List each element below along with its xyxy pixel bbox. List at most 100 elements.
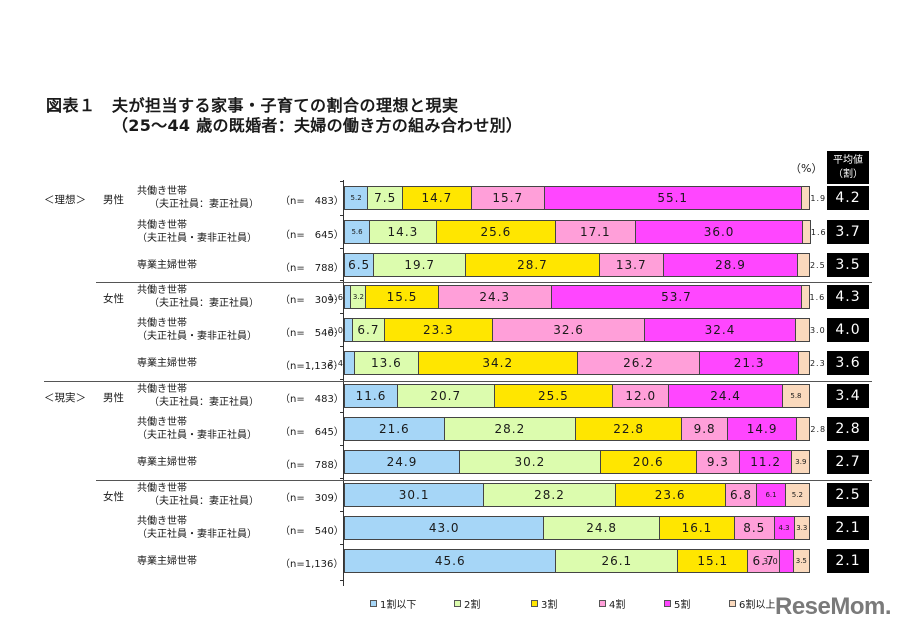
- stacked-bar: 21.6 28.2 22.8 9.8 14.9 2.8: [344, 417, 825, 441]
- bar-segment-3: 28.7: [466, 253, 600, 277]
- bar-segment-6: 5.2: [785, 483, 810, 507]
- row-category-label: 共働き世帯 （夫正社員・妻非正社員）: [137, 219, 257, 245]
- bar-segment-4: 13.7: [599, 253, 664, 277]
- row-category-label: 共働き世帯 （夫正社員・妻非正社員）: [137, 515, 257, 541]
- legend-swatch-icon: [370, 600, 377, 607]
- bar-segment-5: 32.4: [645, 318, 796, 342]
- segment-value-label: 24.3: [479, 290, 511, 304]
- bar-segment-4: 15.7: [471, 186, 545, 210]
- section-label-ideal: ＜理想＞: [44, 194, 86, 206]
- average-value-box: 2.1: [827, 549, 869, 573]
- segment-value-label: 19.7: [404, 258, 436, 272]
- segment-value-label: 28.9: [715, 258, 746, 272]
- stacked-bar: 2.4 13.6 34.2 26.2 21.3 2.3: [328, 351, 825, 375]
- stacked-bar: 24.9 30.2 20.6 9.3 11.2 3.9: [344, 450, 811, 474]
- axis-tick: [340, 248, 344, 249]
- category-line1: 共働き世帯: [137, 318, 187, 329]
- segment-value-label: 11.6: [355, 389, 387, 403]
- segment-value-label: 24.9: [386, 455, 418, 469]
- bar-segment-4: 9.8: [682, 417, 728, 441]
- segment-value-label: 7.5: [374, 191, 397, 205]
- bar-segment-6: 5.8: [782, 384, 810, 408]
- legend-label: 6割以上: [739, 600, 776, 611]
- bar-segment-6: 1.6: [802, 285, 824, 309]
- segment-value-label: 2.8: [810, 424, 827, 434]
- row-category-label: 専業主婦世帯: [137, 259, 197, 272]
- segment-value-label: 2.3: [809, 358, 826, 368]
- bar-segment-1: 5.2: [344, 186, 369, 210]
- average-value-box: 3.7: [827, 220, 869, 244]
- average-value-box: 3.4: [827, 384, 869, 408]
- divider-section: [44, 381, 872, 382]
- stacked-bar: 30.1 28.2 23.6 6.8 6.1 5.2: [344, 483, 810, 507]
- y-axis-line: [343, 180, 344, 586]
- segment-value-label: 25.6: [480, 225, 512, 239]
- stacked-bar: 45.6 26.1 15.1 6.7 3.0 3.5: [344, 549, 810, 573]
- bar-segment-6: 3.3: [794, 516, 810, 540]
- row-category-label: 共働き世帯 （夫正社員・妻非正社員）: [137, 317, 257, 343]
- legend-item-1: 1割以下: [370, 596, 454, 611]
- legend-swatch-icon: [664, 600, 671, 607]
- legend: 1割以下 2割 3割 4割 5割 6割以上: [370, 596, 775, 611]
- category-line2: （夫正社員：妻正社員）: [149, 298, 259, 309]
- category-line1: 共働き世帯: [137, 483, 187, 494]
- average-value-box: 2.7: [827, 450, 869, 474]
- bar-segment-3: 22.8: [576, 417, 683, 441]
- chart-title: 図表１ 夫が担当する家事・子育ての割合の理想と現実: [46, 92, 459, 116]
- segment-value-label: 3.5: [795, 557, 807, 565]
- bar-segment-5: 14.9: [727, 417, 798, 441]
- bar-segment-4: 6.8: [725, 483, 758, 507]
- bar-segment-5: 4.3: [774, 516, 795, 540]
- segment-value-label: 28.2: [534, 488, 565, 502]
- gender-label-ideal-female: 女性: [103, 293, 124, 305]
- bar-segment-4: 6.7: [748, 549, 780, 573]
- bar-segment-6: 2.8: [797, 417, 825, 441]
- segment-value-label: 26.2: [623, 356, 654, 370]
- axis-tick: [340, 412, 344, 413]
- bar-segment-3: 23.6: [615, 483, 726, 507]
- segment-value-label: 24.8: [586, 521, 618, 535]
- segment-value-label: 45.6: [434, 554, 466, 568]
- divider-reality-gender: [96, 480, 872, 481]
- segment-value-label: 43.0: [428, 521, 460, 535]
- segment-value-label: 23.6: [654, 488, 686, 502]
- sample-size-label: （n= 645）: [280, 230, 344, 241]
- average-column-header: 平均値 （割）: [827, 151, 869, 184]
- category-line1: 共働き世帯: [137, 285, 187, 296]
- bar-segment-5: 24.4: [669, 384, 783, 408]
- bar-segment-3: 20.6: [600, 450, 697, 474]
- bar-segment-3: 25.5: [494, 384, 614, 408]
- sample-size-label: （n= 309）: [280, 493, 344, 504]
- chart-subtitle: （25～44 歳の既婚者：夫婦の働き方の組み合わせ別）: [112, 116, 523, 135]
- category-line1: 共働き世帯: [137, 384, 187, 395]
- bar-segment-5: 36.0: [635, 220, 804, 244]
- segment-value-label: 1.6: [328, 292, 344, 302]
- bar-segment-6: 2.3: [799, 351, 825, 375]
- segment-value-label: 6.7: [357, 323, 380, 337]
- stacked-bar: 2.0 6.7 23.3 32.6 32.4 3.0: [328, 318, 825, 342]
- axis-tick: [340, 215, 344, 216]
- bar-segment-5: 3.0: [763, 549, 794, 573]
- category-line2: （夫正社員・妻非正社員）: [137, 529, 257, 540]
- segment-value-label: 21.6: [378, 422, 410, 436]
- segment-value-label: 8.5: [743, 521, 766, 535]
- category-line1: 共働き世帯: [137, 417, 187, 428]
- bar-segment-2: 13.6: [355, 351, 419, 375]
- category-line1: 専業主婦世帯: [137, 358, 197, 369]
- category-line2: （夫正社員・妻非正社員）: [137, 430, 257, 441]
- row-category-label: 専業主婦世帯: [137, 555, 197, 568]
- segment-value-label: 3.0: [762, 556, 779, 566]
- legend-swatch-icon: [531, 600, 538, 607]
- average-value-box: 2.8: [827, 417, 869, 441]
- segment-value-label: 6.1: [765, 491, 777, 499]
- sample-size-label: （n= 788）: [280, 460, 344, 471]
- bar-segment-1: 30.1: [344, 483, 485, 507]
- average-value-box: 3.6: [827, 351, 869, 375]
- bar-segment-3: 34.2: [418, 351, 578, 375]
- legend-label: 5割: [674, 600, 691, 611]
- segment-value-label: 6.7: [752, 554, 775, 568]
- bar-segment-1: 2.4: [328, 351, 356, 375]
- row-category-label: 共働き世帯 （夫正社員：妻正社員）: [137, 185, 259, 211]
- segment-value-label: 28.7: [517, 258, 548, 272]
- segment-value-label: 32.4: [704, 323, 736, 337]
